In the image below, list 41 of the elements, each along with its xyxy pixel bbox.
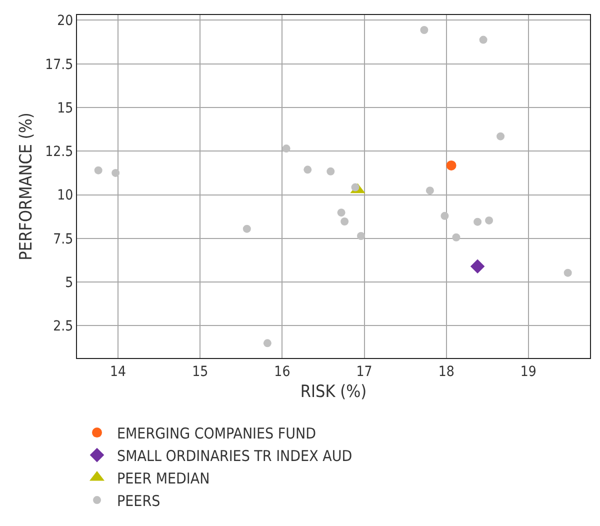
point (485, 216, 494, 224)
point (340, 218, 349, 226)
point (496, 132, 505, 140)
x-tick-label: 18 (438, 364, 454, 380)
y-tick-label: 10 (57, 188, 74, 204)
x-tick-label: 14 (110, 364, 126, 380)
point (564, 268, 572, 277)
y-tick-label: 7.5 (53, 231, 74, 248)
point (474, 218, 482, 226)
point (420, 26, 428, 34)
point (326, 167, 335, 176)
y-tick-label: 20 (57, 13, 74, 30)
point (337, 208, 346, 217)
legend-label: PEER MEDIAN (117, 469, 210, 488)
x-tick-label: 17 (356, 364, 372, 380)
x-tick-label: 16 (274, 364, 290, 380)
point (479, 36, 488, 44)
point (357, 232, 365, 240)
point (94, 166, 102, 174)
x-axis-title: RISK (%) (300, 382, 367, 402)
point (263, 339, 272, 348)
point (440, 212, 449, 220)
point (282, 144, 290, 153)
point (304, 166, 312, 174)
point (452, 233, 460, 242)
y-axis-title: PERFORMANCE (%) (16, 112, 37, 260)
point (426, 186, 434, 195)
point (446, 160, 456, 170)
point (242, 224, 251, 233)
x-tick-label: 19 (520, 364, 536, 380)
y-tick-label: 5 (65, 274, 74, 291)
legend-label: EMERGING COMPANIES FUND (117, 424, 316, 442)
x-tick-label: 15 (192, 364, 208, 380)
point (112, 168, 120, 177)
y-tick-label: 17.5 (45, 56, 74, 73)
legend-label: PEERS (117, 492, 160, 510)
legend-label: SMALL ORDINARIES TR INDEX AUD (117, 446, 352, 465)
point (470, 259, 485, 274)
y-tick-label: 12.5 (45, 144, 74, 160)
y-tick-label: 15 (57, 100, 74, 116)
y-tick-label: 2.5 (53, 318, 74, 335)
